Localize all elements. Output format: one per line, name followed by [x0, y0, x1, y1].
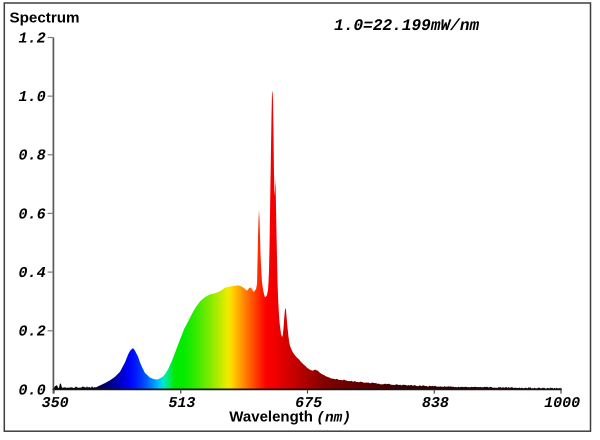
svg-text:(nm): (nm)	[315, 410, 353, 426]
svg-text:Wavelength: Wavelength	[229, 408, 313, 425]
svg-text:0.6: 0.6	[17, 205, 48, 223]
svg-text:1.0: 1.0	[17, 88, 48, 106]
svg-text:0.8: 0.8	[17, 147, 48, 165]
svg-text:Spectrum: Spectrum	[10, 10, 80, 27]
svg-text:0.0: 0.0	[17, 381, 48, 399]
svg-text:1000: 1000	[542, 394, 581, 412]
svg-text:838: 838	[420, 394, 450, 412]
svg-text:0.4: 0.4	[17, 264, 48, 282]
svg-text:513: 513	[167, 394, 197, 412]
svg-text:350: 350	[40, 394, 70, 412]
svg-text:1.0=22.199mW/nm: 1.0=22.199mW/nm	[332, 16, 481, 35]
svg-text:0.2: 0.2	[17, 323, 48, 341]
svg-text:1.2: 1.2	[17, 30, 48, 48]
svg-text:675: 675	[293, 394, 323, 412]
